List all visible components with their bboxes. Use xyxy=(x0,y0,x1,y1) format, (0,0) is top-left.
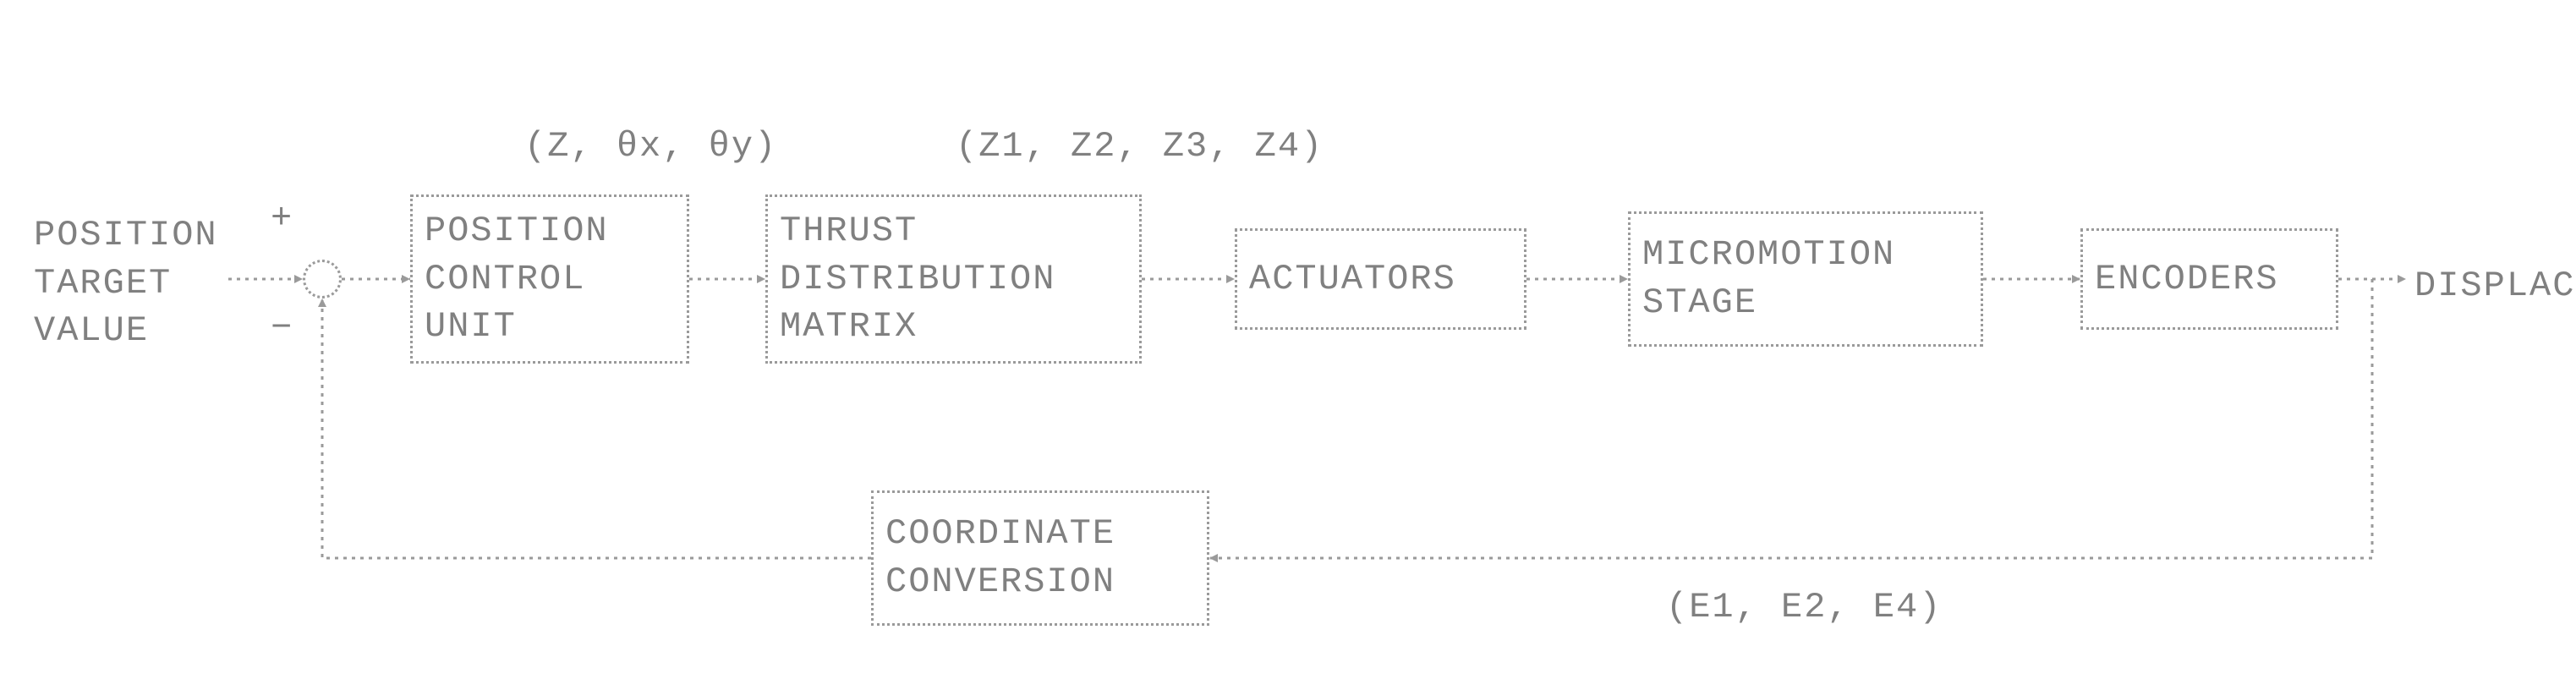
output-label: DISPLACEMENT xyxy=(2414,262,2576,310)
minus-sign: − xyxy=(271,304,293,353)
block-coordinate-conversion: COORDINATE CONVERSION xyxy=(871,490,1209,626)
connections-layer xyxy=(0,0,2576,690)
block-micromotion-stage: MICROMOTION STAGE xyxy=(1628,211,1983,347)
block-encoders: ENCODERS xyxy=(2080,228,2338,330)
block-position-control-unit: POSITION CONTROL UNIT xyxy=(410,194,689,364)
annotation-z1z4: (Z1, Z2, Z3, Z4) xyxy=(956,123,1324,171)
annotation-e1e4: (E1, E2, E4) xyxy=(1666,583,1942,632)
block-actuators: ACTUATORS xyxy=(1235,228,1526,330)
annotation-z-theta: (Z, θx, θy) xyxy=(524,123,777,171)
block-label: MICROMOTION STAGE xyxy=(1642,231,1895,326)
block-label: THRUST DISTRIBUTION MATRIX xyxy=(780,207,1055,351)
block-diagram: POSITION CONTROL UNIT THRUST DISTRIBUTIO… xyxy=(0,0,2576,690)
block-label: COORDINATE CONVERSION xyxy=(885,510,1115,605)
block-label: POSITION CONTROL UNIT xyxy=(425,207,609,351)
plus-sign: + xyxy=(271,194,293,243)
block-label: ENCODERS xyxy=(2095,255,2279,304)
block-label: ACTUATORS xyxy=(1249,255,1456,304)
input-label: POSITION TARGET VALUE xyxy=(34,211,218,355)
summing-junction xyxy=(303,260,342,298)
block-thrust-distribution-matrix: THRUST DISTRIBUTION MATRIX xyxy=(765,194,1142,364)
